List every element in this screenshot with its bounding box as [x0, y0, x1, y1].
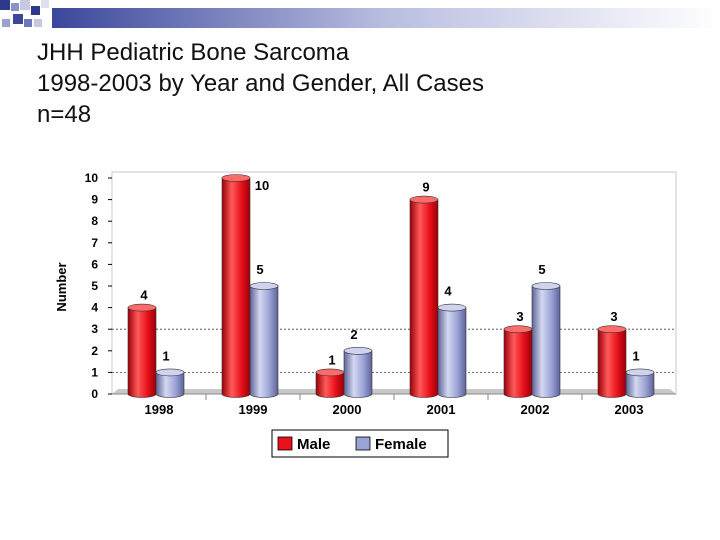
decor-square [24, 19, 32, 27]
bar-body [625, 372, 655, 398]
data-label: 5 [538, 262, 545, 277]
plot-floor [112, 389, 676, 394]
bar-top [249, 282, 279, 290]
x-axis-categories: 1998 1999 2000 2001 2002 2003 [145, 394, 644, 417]
bar-body [437, 307, 467, 398]
data-label: 1 [632, 348, 639, 363]
decor-square [2, 19, 10, 27]
bar-body [597, 328, 627, 398]
data-label: 10 [255, 178, 269, 193]
bar-male: 3 [503, 309, 533, 398]
decor-square [20, 0, 30, 10]
bar-top [155, 368, 185, 377]
data-label: 3 [610, 309, 617, 324]
decor-square [0, 0, 10, 10]
bar-top [127, 303, 157, 312]
data-label: 1 [162, 348, 169, 363]
data-label: 5 [256, 262, 263, 277]
legend-swatch-male [277, 436, 293, 451]
plot-frame [111, 171, 677, 395]
data-label: 4 [444, 284, 452, 299]
bar-body [221, 177, 251, 398]
y-tick-label: 2 [91, 344, 98, 358]
bar-female: 4 [437, 284, 467, 398]
y-axis-ticks: 0 1 2 3 4 5 6 7 8 9 10 [85, 171, 112, 401]
bar-top [503, 325, 533, 334]
decor-square [41, 0, 49, 8]
bar-top [625, 368, 655, 377]
data-label: 3 [516, 309, 523, 324]
bar-female: 1 [155, 348, 185, 398]
bar-female: 5 [531, 262, 561, 398]
bar-female: 2 [343, 327, 373, 398]
slide-title: JHH Pediatric Bone Sarcoma 1998-2003 by … [37, 37, 484, 130]
x-tick-label: 1998 [145, 402, 174, 417]
bar-body [343, 350, 373, 398]
bar-body [409, 199, 439, 398]
x-tick-label: 2001 [427, 402, 456, 417]
y-tick-label: 1 [91, 365, 98, 379]
legend-swatch-female [355, 436, 371, 451]
bar-top [437, 303, 467, 312]
decor-square [34, 19, 42, 27]
y-tick-label: 7 [91, 236, 98, 250]
bar-male: 4 [127, 288, 157, 398]
bar-body [127, 307, 157, 398]
bar-female: 5 [249, 262, 279, 398]
y-axis-label: Number [54, 262, 69, 311]
bar-male: 3 [597, 309, 627, 398]
y-tick-label: 10 [85, 171, 99, 185]
decor-square [13, 14, 23, 24]
legend-label-male: Male [297, 436, 330, 453]
bar-male: 9 [409, 180, 439, 398]
data-label: 4 [140, 288, 148, 303]
legend: Male Female [271, 429, 449, 458]
bar-top [221, 174, 251, 182]
y-tick-label: 8 [91, 214, 98, 228]
bar-male: 1 [315, 352, 345, 398]
bar-top [343, 346, 373, 355]
bar-top [409, 195, 439, 204]
bar-body [503, 328, 533, 398]
legend-label-female: Female [375, 436, 427, 453]
bar-male: 10 [221, 174, 269, 398]
data-label: 1 [328, 352, 335, 367]
y-tick-label: 5 [91, 279, 98, 293]
y-tick-label: 3 [91, 322, 98, 336]
title-line-2: 1998-2003 by Year and Gender, All Cases [37, 70, 484, 97]
bar-female: 1 [625, 348, 655, 398]
bar-body [531, 285, 561, 398]
y-tick-label: 4 [91, 301, 98, 315]
header-decoration [0, 0, 720, 28]
plot-area [111, 171, 677, 395]
bar-body [155, 372, 185, 398]
x-tick-label: 2002 [521, 402, 550, 417]
title-line-1: JHH Pediatric Bone Sarcoma [37, 39, 350, 66]
y-tick-label: 9 [91, 193, 98, 207]
x-tick-label: 1999 [239, 402, 268, 417]
x-tick-label: 2000 [333, 402, 362, 417]
data-label: 2 [350, 327, 357, 342]
decor-square [11, 3, 19, 11]
y-tick-label: 0 [91, 387, 98, 401]
data-label: 9 [422, 180, 429, 195]
bar-body [249, 285, 279, 398]
title-line-3: n=48 [37, 101, 92, 128]
header-gradient-bar [52, 8, 720, 28]
bar-top [531, 282, 561, 290]
y-tick-label: 6 [91, 257, 98, 271]
decor-square [31, 6, 40, 15]
bar-top [315, 368, 345, 377]
x-tick-label: 2003 [615, 402, 644, 417]
bar-top [597, 325, 627, 334]
